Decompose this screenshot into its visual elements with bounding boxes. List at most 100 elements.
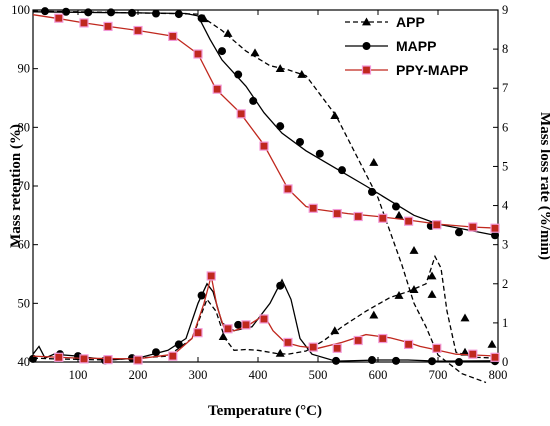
ppy-mapp-tg-point: [432, 220, 442, 230]
ppy-mapp-tg-point: [168, 31, 178, 42]
mapp-tg-point: [368, 187, 376, 196]
ppy-mapp-tg-point: [353, 211, 363, 222]
legend: APP MAPP PPY-MAPP: [345, 14, 468, 78]
ppy-mapp-tg-point: [490, 223, 500, 233]
app-tg-point: [460, 313, 470, 322]
ppy-mapp-dtg-point: [468, 349, 478, 359]
series-ppy-mapp: [32, 13, 500, 365]
x-tick-label: 200: [129, 368, 148, 382]
mapp-dtg-point: [29, 354, 37, 363]
ppy-mapp-dtg-point: [206, 271, 216, 281]
x-tick-label: 500: [309, 368, 328, 382]
mapp-dtg-point: [152, 348, 160, 357]
app-dtg-point: [460, 347, 470, 356]
mapp-dtg-point: [234, 320, 243, 329]
y-left-tick-label: 40: [18, 355, 31, 369]
y-axis-right-title: Mass loss rate (%/min): [537, 112, 550, 260]
app-tg-point: [297, 70, 307, 78]
ppy-mapp-dtg-point: [332, 343, 342, 353]
mapp-tg-point: [174, 10, 183, 19]
ppy-mapp-tg-point: [193, 49, 203, 59]
app-tg-point: [427, 290, 437, 298]
y-left-tick-label: 60: [18, 238, 31, 252]
y-right-tick-label: 2: [502, 277, 508, 291]
legend-label: MAPP: [396, 38, 436, 54]
ppy-mapp-dtg-point: [223, 324, 233, 334]
series-mapp: [29, 7, 499, 366]
legend-marker: [361, 65, 372, 75]
legend-item-mapp: MAPP: [345, 38, 436, 54]
ppy-mapp-tg-point: [79, 18, 89, 28]
x-axis-title: Temperature (°C): [208, 403, 322, 419]
ppy-mapp-tg-point: [259, 141, 269, 151]
ppy-mapp-dtg-point: [103, 355, 113, 365]
y-right-tick-label: 3: [502, 238, 508, 252]
ticks: 100 200 300 400 500 600 700 800 40 50 60 70 80 90 100 0…: [11, 3, 509, 382]
mapp-tg-point: [107, 8, 115, 17]
app-dtg-point: [369, 310, 379, 319]
app-tg-point: [223, 28, 233, 37]
ppy-mapp-dtg-point: [133, 355, 143, 365]
app-dtg-point: [427, 271, 437, 280]
ppy-mapp-tg-point: [54, 13, 64, 23]
y-right-tick-label: 7: [502, 81, 508, 95]
mapp-dtg-point: [455, 358, 463, 366]
app-dtg-point: [394, 291, 404, 299]
y-left-tick-label: 70: [18, 179, 31, 193]
ppy-mapp-dtg-point: [79, 354, 89, 364]
mapp-dtg-point: [428, 357, 436, 366]
ppy-mapp-dtg-point: [490, 352, 500, 362]
y-right-tick-label: 1: [502, 316, 508, 330]
y-right-tick-label: 4: [502, 199, 509, 213]
mapp-tg-point: [392, 202, 400, 211]
ppy-mapp-tg-point: [404, 216, 414, 226]
mapp-dtg-point: [368, 356, 376, 365]
ppy-mapp-tg-point: [212, 84, 222, 94]
mapp-tg-point: [249, 96, 258, 105]
ppy-mapp-tg-point: [236, 109, 246, 119]
mapp-tg-point: [234, 70, 243, 79]
mapp-tg-point: [62, 7, 70, 16]
y-right-tick-label: 6: [502, 120, 508, 134]
mapp-tg-point: [197, 14, 206, 23]
legend-label: APP: [396, 14, 425, 30]
mapp-dtg-point: [392, 356, 400, 365]
ppy-mapp-tg-point: [468, 222, 478, 232]
mapp-tg-point: [296, 138, 304, 146]
app-dtg-point: [275, 348, 285, 357]
ppy-mapp-tg-point: [332, 208, 342, 219]
ppy-mapp-dtg-point: [259, 314, 269, 324]
series-layer: [29, 7, 500, 384]
mapp-tg-point: [455, 228, 463, 237]
app-tg-point: [394, 210, 404, 219]
mapp-tg-point: [338, 166, 346, 175]
ppy-mapp-dtg-line: [32, 275, 499, 360]
app-tg-point: [275, 64, 285, 73]
mapp-dtg-point: [276, 281, 285, 290]
ppy-mapp-dtg-point: [432, 343, 442, 353]
mapp-tg-point: [41, 7, 49, 16]
legend-marker: [362, 17, 371, 26]
ppy-mapp-tg-point: [283, 184, 293, 194]
app-dtg-point: [218, 332, 228, 340]
ppy-mapp-dtg-point: [168, 351, 178, 361]
y-right-tick-label: 9: [502, 3, 508, 17]
x-tick-label: 700: [429, 368, 448, 382]
mapp-dtg-point: [174, 340, 183, 349]
mapp-tg-point: [152, 9, 160, 18]
legend-item-app: APP: [345, 14, 425, 30]
ppy-mapp-tg-point: [308, 203, 318, 213]
y-left-tick-label: 50: [18, 296, 31, 310]
ppy-mapp-dtg-point: [54, 352, 64, 362]
mapp-tg-point: [315, 149, 324, 158]
y-right-tick-label: 0: [502, 355, 508, 369]
ppy-mapp-dtg-point: [283, 337, 293, 348]
x-tick-label: 800: [489, 368, 508, 382]
y-left-tick-label: 90: [18, 62, 31, 76]
app-tg-point: [330, 111, 340, 119]
x-tick-label: 400: [249, 368, 268, 382]
app-dtg-point: [409, 285, 419, 294]
mapp-tg-point: [128, 8, 136, 17]
x-tick-label: 100: [69, 368, 88, 382]
